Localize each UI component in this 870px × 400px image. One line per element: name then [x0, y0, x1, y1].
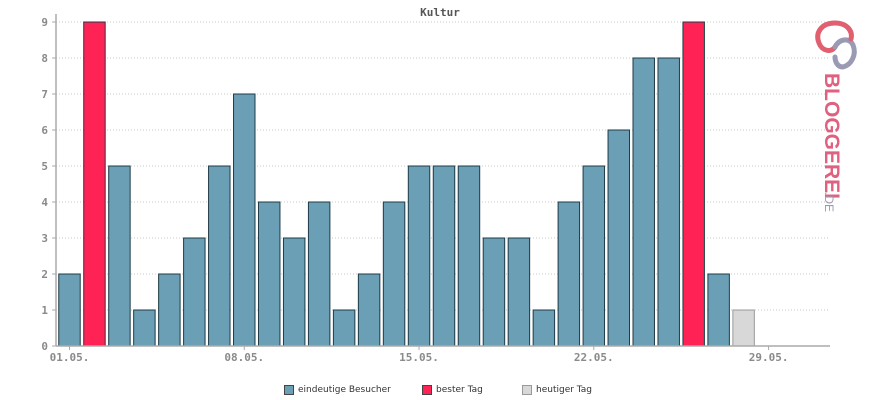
bar-visitors [382, 201, 406, 347]
legend-item-visitors: eindeutige Besucher [284, 385, 391, 395]
legend-label-today: heutiger Tag [536, 385, 593, 395]
logo-suffix: .DE [822, 192, 836, 212]
bar-visitors [482, 237, 506, 347]
bar-visitors [432, 165, 456, 347]
bar-visitors [233, 93, 256, 347]
x-tick-label: 22.05. [574, 351, 614, 364]
bar-visitors [332, 309, 356, 347]
logo-mark-icon [815, 20, 857, 70]
bar-visitors [657, 57, 680, 347]
bar-visitors [307, 201, 331, 347]
bar-visitors [507, 237, 531, 347]
bar-visitors [632, 57, 655, 347]
bar-visitors [158, 273, 181, 347]
y-tick-label: 0 [41, 340, 48, 353]
bar-visitors [607, 129, 631, 347]
x-tick-label: 15.05. [399, 351, 439, 364]
legend-item-today: heutiger Tag [522, 385, 592, 395]
y-tick-label: 1 [41, 304, 48, 317]
logo-wordmark: BLOGGEREI [820, 73, 843, 199]
y-tick-label: 7 [41, 88, 48, 101]
chart-title: Kultur [420, 6, 460, 19]
bar-visitors [582, 165, 606, 347]
legend: eindeutige Besucher bester Tag heutiger … [0, 385, 870, 399]
legend-swatch-today [522, 385, 532, 395]
bar-visitors [557, 201, 581, 347]
y-tick-label: 5 [41, 160, 48, 173]
legend-swatch-best-day [422, 385, 432, 395]
x-axis-ticks: 01.05. 08.05. 15.05. 22.05. 29.05. [50, 346, 789, 364]
legend-item-best-day: bester Tag [422, 385, 483, 395]
y-tick-label: 6 [41, 124, 48, 137]
bar-visitors [457, 165, 481, 347]
legend-label-visitors: eindeutige Besucher [298, 385, 391, 395]
y-tick-label: 3 [41, 232, 48, 245]
bar-visitors [707, 273, 730, 347]
y-tick-label: 9 [41, 16, 48, 29]
bars [58, 21, 755, 347]
bar-visitors [282, 237, 306, 347]
bar-visitors [133, 309, 156, 347]
bar-best-day [682, 21, 705, 347]
bar-visitors [407, 165, 431, 347]
axes [55, 14, 830, 347]
x-tick-label: 29.05. [749, 351, 789, 364]
bar-today [732, 309, 755, 347]
y-tick-label: 2 [41, 268, 48, 281]
x-tick-label: 01.05. [50, 351, 90, 364]
y-axis-ticks: 0 1 2 3 4 5 6 7 8 9 [41, 16, 56, 353]
legend-label-best-day: bester Tag [436, 385, 483, 395]
bar-visitors [58, 273, 81, 347]
legend-swatch-visitors [284, 385, 294, 395]
y-tick-label: 8 [41, 52, 48, 65]
bloggerei-logo: BLOGGEREI .DE [815, 20, 857, 212]
y-tick-label: 4 [41, 196, 48, 209]
bar-visitors [532, 309, 556, 347]
bar-visitors [183, 237, 206, 347]
x-tick-label: 08.05. [224, 351, 264, 364]
bar-visitors [108, 165, 131, 347]
bar-visitors [257, 201, 281, 347]
bar-visitors [357, 273, 381, 347]
bar-best-day [83, 21, 106, 347]
bar-visitors [208, 165, 231, 347]
